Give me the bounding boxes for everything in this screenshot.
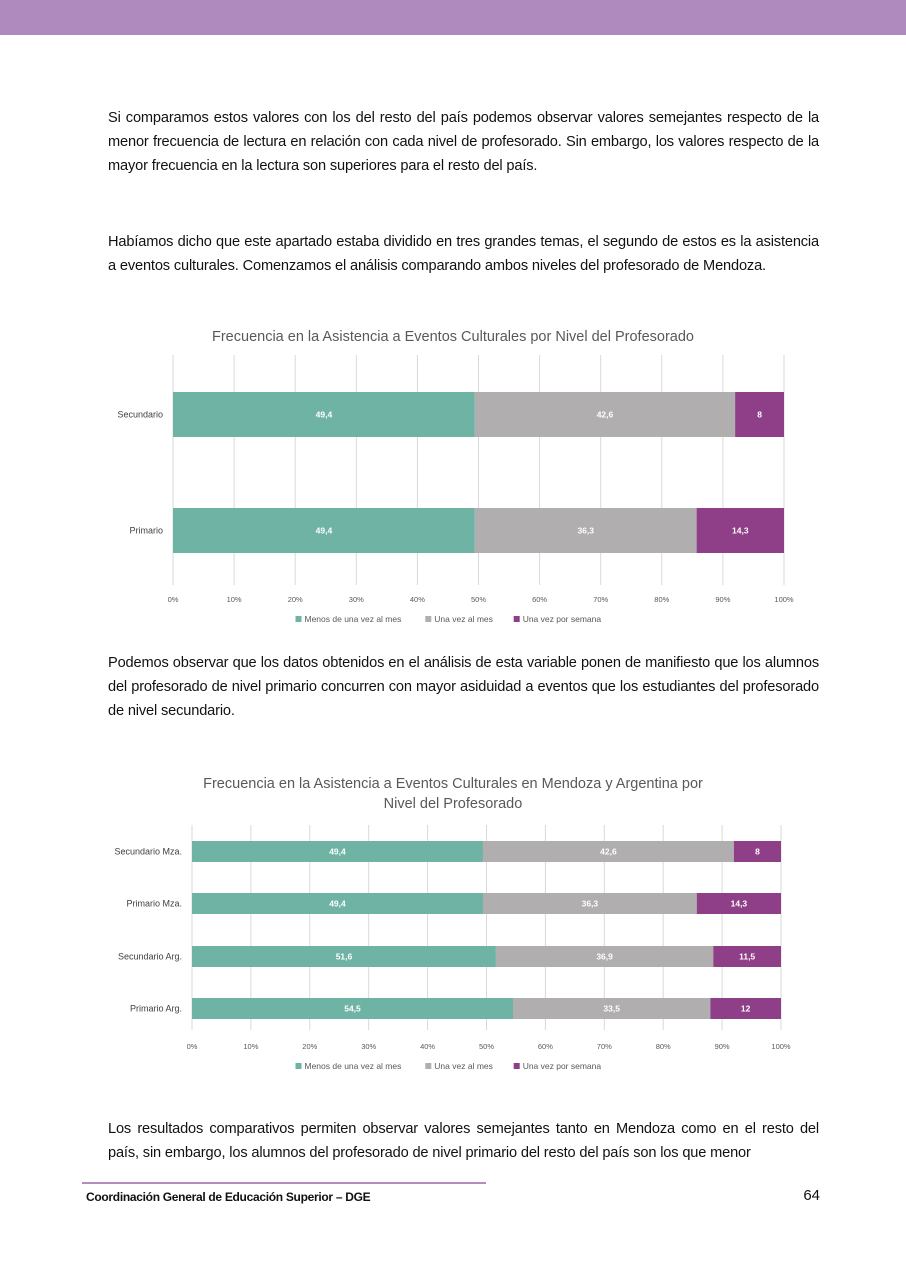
x-tick-label: 40% (420, 1042, 435, 1051)
data-label: 11,5 (739, 952, 755, 962)
legend-swatch (514, 1063, 520, 1069)
x-tick-label: 30% (361, 1042, 376, 1051)
x-tick-label: 90% (715, 1042, 730, 1051)
x-tick-label: 10% (227, 595, 242, 604)
x-tick-label: 60% (538, 1042, 553, 1051)
header-band (0, 0, 906, 35)
category-label: Secundario (117, 410, 163, 420)
x-tick-label: 100% (774, 595, 794, 604)
data-label: 42,6 (600, 847, 617, 857)
chart-title: Frecuencia en la Asistencia a Eventos Cu… (203, 776, 703, 792)
footer-divider (82, 1182, 486, 1184)
x-tick-label: 20% (288, 595, 303, 604)
data-label: 36,3 (577, 526, 594, 536)
legend-label: Una vez por semana (523, 1061, 602, 1071)
data-label: 49,4 (329, 899, 346, 909)
paragraph-1: Si comparamos estos valores con los del … (108, 106, 819, 178)
x-tick-label: 40% (410, 595, 425, 604)
x-tick-label: 30% (349, 595, 364, 604)
category-label: Secundario Arg. (118, 952, 182, 962)
chart-nivel-profesorado: Frecuencia en la Asistencia a Eventos Cu… (0, 320, 906, 635)
data-label: 54,5 (344, 1004, 361, 1014)
x-tick-label: 50% (479, 1042, 494, 1051)
legend-label: Menos de una vez al mes (305, 614, 402, 624)
x-tick-label: 70% (593, 595, 608, 604)
footer-text: Coordinación General de Educación Superi… (86, 1190, 370, 1204)
data-label: 51,6 (336, 952, 353, 962)
paragraph-3: Podemos observar que los datos obtenidos… (108, 651, 819, 723)
data-label: 42,6 (597, 410, 614, 420)
legend-swatch (296, 616, 302, 622)
x-tick-label: 80% (656, 1042, 671, 1051)
x-tick-label: 80% (654, 595, 669, 604)
legend-swatch (425, 1063, 431, 1069)
data-label: 49,4 (329, 847, 346, 857)
legend-label: Una vez al mes (434, 614, 493, 624)
data-label: 49,4 (316, 410, 333, 420)
x-tick-label: 50% (471, 595, 486, 604)
legend-label: Una vez al mes (434, 1061, 493, 1071)
category-label: Primario Arg. (130, 1004, 182, 1014)
data-label: 14,3 (731, 899, 748, 909)
category-label: Primario Mza. (126, 899, 182, 909)
x-tick-label: 20% (302, 1042, 317, 1051)
paragraph-4: Los resultados comparativos permiten obs… (108, 1117, 819, 1165)
legend-swatch (425, 616, 431, 622)
x-tick-label: 60% (532, 595, 547, 604)
chart-title: Nivel del Profesorado (384, 796, 523, 812)
data-label: 12 (741, 1004, 751, 1014)
data-label: 33,5 (603, 1004, 620, 1014)
legend-label: Una vez por semana (523, 614, 602, 624)
data-label: 36,9 (596, 952, 613, 962)
x-tick-label: 70% (597, 1042, 612, 1051)
data-label: 49,4 (316, 526, 333, 536)
chart-title: Frecuencia en la Asistencia a Eventos Cu… (212, 329, 694, 345)
data-label: 14,3 (732, 526, 749, 536)
chart-mendoza-argentina: Frecuencia en la Asistencia a Eventos Cu… (0, 768, 906, 1078)
data-label: 8 (757, 410, 762, 420)
legend-swatch (296, 1063, 302, 1069)
x-tick-label: 0% (168, 595, 179, 604)
legend-swatch (514, 616, 520, 622)
paragraph-2: Habíamos dicho que este apartado estaba … (108, 230, 819, 278)
x-tick-label: 0% (187, 1042, 198, 1051)
category-label: Primario (129, 526, 163, 536)
x-tick-label: 100% (771, 1042, 791, 1051)
x-tick-label: 90% (715, 595, 730, 604)
category-label: Secundario Mza. (114, 847, 182, 857)
x-tick-label: 10% (243, 1042, 258, 1051)
page-number: 64 (790, 1187, 820, 1204)
data-label: 8 (755, 847, 760, 857)
data-label: 36,3 (582, 899, 599, 909)
legend-label: Menos de una vez al mes (305, 1061, 402, 1071)
